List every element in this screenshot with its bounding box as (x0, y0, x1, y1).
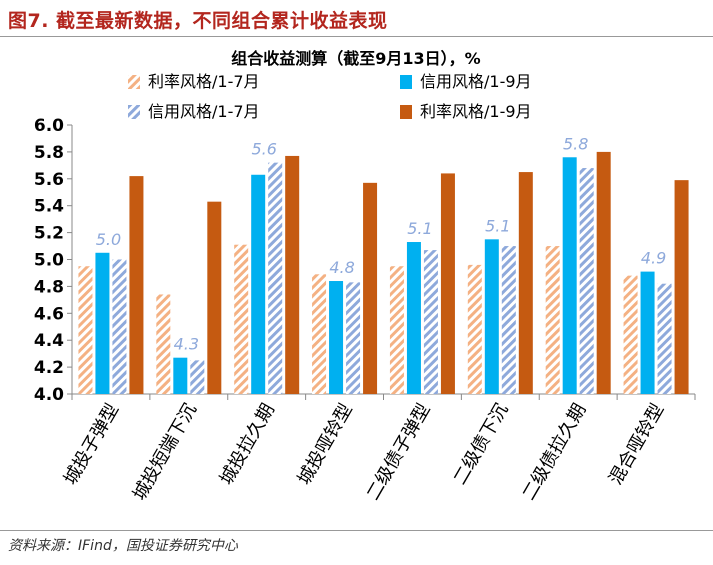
bar-1-7 (545, 246, 560, 394)
bar-4-3 (285, 155, 300, 394)
bar-4-1 (129, 176, 144, 394)
y-tick-label: 4.6 (34, 304, 64, 324)
data-label: 4.9 (641, 249, 666, 268)
bar-2-4 (329, 281, 344, 394)
bar-3-7 (579, 168, 594, 394)
x-tick-label: 城投短端下沉 (129, 400, 201, 504)
data-label: 5.6 (251, 140, 276, 159)
bar-4-2 (207, 201, 222, 394)
x-tick-label: 城投拉久期 (216, 400, 279, 488)
bar-1-1 (78, 266, 93, 394)
data-label: 5.8 (563, 134, 588, 153)
source-note: 资料来源：IFind，国投证券研究中心 (8, 538, 238, 554)
y-tick-label: 5.2 (34, 224, 64, 244)
title-divider (0, 36, 713, 37)
bar-chart: 组合收益测算（截至9月13日），% 利率风格/1-7月 信用风格/1-9月信用风格… (34, 49, 696, 504)
bar-2-5 (406, 242, 421, 394)
chart-axes: 4.0 4.2 4.4 4.6 4.8 5.0 5.2 5.4 5.6 5.8 6.0 (34, 116, 696, 405)
y-tick-label: 5.0 (34, 251, 64, 271)
bar-3-4 (346, 282, 361, 394)
bar-1-5 (389, 266, 404, 394)
legend-label: 信用风格/1-7月 (148, 102, 260, 121)
chart-bars (78, 151, 689, 394)
y-tick-label: 4.0 (34, 385, 64, 405)
bar-3-2 (190, 360, 205, 394)
bar-4-6 (518, 172, 533, 394)
bar-4-7 (596, 151, 611, 394)
data-label: 4.8 (329, 258, 354, 277)
x-tick-label: 二级债子弹型 (363, 400, 435, 504)
y-tick-label: 5.6 (34, 170, 64, 190)
bar-2-6 (484, 239, 499, 394)
bar-4-8 (674, 180, 689, 394)
y-tick-label: 4.2 (34, 358, 64, 378)
bar-3-3 (268, 162, 283, 394)
bar-3-1 (112, 259, 127, 394)
legend-label: 信用风格/1-9月 (420, 72, 532, 91)
bar-1-3 (234, 244, 249, 394)
bar-4-4 (363, 182, 378, 394)
x-tick-label: 城投子弹型 (60, 400, 123, 488)
bar-3-6 (501, 246, 516, 394)
x-tick-labels: 城投子弹型 城投短端下沉 城投拉久期 城投哑铃型 二级债子弹型 二级债下沉 二级债拉久期 混合… (60, 400, 668, 504)
data-label: 4.3 (174, 335, 199, 354)
data-label: 5.1 (485, 216, 510, 235)
y-tick-label: 6.0 (34, 116, 64, 136)
bar-3-5 (423, 250, 438, 394)
bar-3-8 (657, 283, 672, 394)
x-tick-label: 城投哑铃型 (294, 400, 357, 488)
bar-2-2 (173, 357, 188, 394)
legend-label: 利率风格/1-7月 (148, 72, 260, 91)
bar-4-5 (440, 173, 455, 394)
bar-1-4 (312, 274, 327, 394)
bar-2-3 (251, 174, 266, 394)
x-tick-label: 混合哑铃型 (605, 400, 668, 488)
legend-swatch (128, 75, 140, 89)
bar-2-7 (562, 157, 577, 394)
y-tick-label: 4.4 (34, 331, 64, 351)
legend-swatch (128, 105, 140, 119)
x-tick-label: 二级债下沉 (449, 400, 512, 488)
bar-2-8 (640, 271, 655, 394)
x-tick-label: 二级债拉久期 (518, 400, 590, 504)
source-divider (0, 530, 713, 531)
data-label: 5.0 (96, 230, 121, 249)
figure-title: 图7. 截至最新数据，不同组合累计收益表现 (8, 10, 388, 32)
bar-1-8 (623, 275, 638, 394)
bar-1-2 (156, 294, 171, 394)
data-label: 5.1 (407, 219, 432, 238)
bar-1-6 (467, 264, 482, 394)
y-tick-label: 5.4 (34, 197, 64, 217)
y-tick-label: 5.8 (34, 143, 64, 163)
legend-label: 利率风格/1-9月 (420, 102, 532, 121)
y-tick-label: 4.8 (34, 277, 64, 297)
bar-2-1 (95, 252, 110, 394)
legend-swatch (400, 75, 412, 89)
data-labels: 5.0 4.3 5.6 4.8 5.1 5.1 5.8 4.9 (96, 134, 667, 353)
chart-title: 组合收益测算（截至9月13日），% (231, 49, 480, 68)
legend-swatch (400, 105, 412, 119)
